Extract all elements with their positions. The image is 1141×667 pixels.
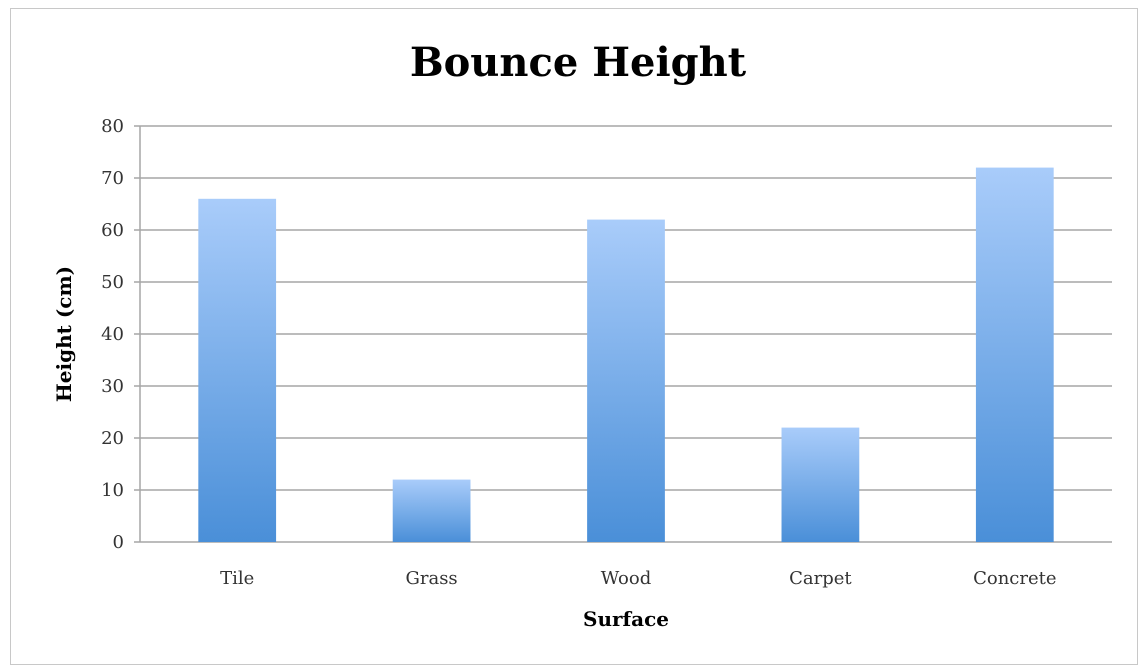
y-tick-label: 50 xyxy=(101,272,124,293)
chart-frame xyxy=(10,8,1138,665)
x-tick-label: Concrete xyxy=(973,568,1056,589)
bar-tile xyxy=(198,198,277,543)
y-tick-label: 80 xyxy=(101,116,124,137)
y-tick-label: 10 xyxy=(101,480,124,501)
x-tick-label: Tile xyxy=(220,568,254,589)
x-tick-label: Wood xyxy=(601,568,651,589)
y-axis-title: Height (cm) xyxy=(52,266,76,402)
bar-grass xyxy=(392,479,471,542)
bar-wood xyxy=(587,219,665,542)
x-tick-labels: Tile Grass Wood Carpet Concrete xyxy=(220,568,1056,589)
y-tick-label: 60 xyxy=(101,220,124,241)
x-tick-label: Grass xyxy=(405,568,457,589)
y-tick-label: 20 xyxy=(101,428,124,449)
y-tick-labels: 0 10 20 30 40 50 60 70 80 xyxy=(101,116,124,553)
chart-title: Bounce Height xyxy=(410,39,747,86)
bars xyxy=(198,167,1054,543)
y-tick-label: 0 xyxy=(113,532,124,553)
x-tick-label: Carpet xyxy=(789,568,852,589)
gridlines xyxy=(134,125,1112,543)
y-tick-label: 30 xyxy=(101,376,124,397)
y-tick-label: 40 xyxy=(101,324,124,345)
bar-concrete xyxy=(975,167,1054,542)
y-tick-label: 70 xyxy=(101,168,124,189)
x-axis-title: Surface xyxy=(583,607,669,631)
bar-carpet xyxy=(781,427,860,542)
